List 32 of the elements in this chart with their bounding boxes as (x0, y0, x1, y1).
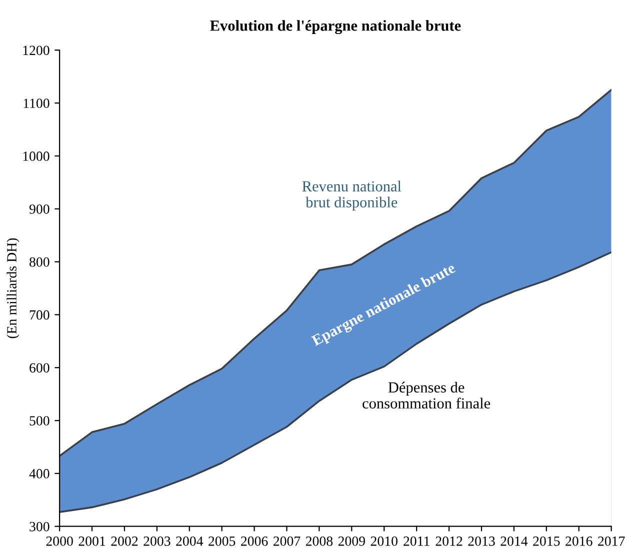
x-tick-label: 2015 (533, 536, 560, 546)
y-tick-label: 700 (30, 310, 50, 320)
x-tick-label: 2004 (176, 536, 204, 546)
x-tick-label: 2010 (370, 536, 398, 546)
x-tick-label: 2014 (500, 536, 528, 546)
series-label: Dépenses de consommation finale (362, 382, 490, 409)
x-tick-label: 2007 (273, 536, 300, 546)
y-tick-label: 900 (29, 204, 50, 214)
y-tick-label: 1100 (24, 98, 50, 108)
x-tick-label: 2017 (598, 536, 625, 546)
y-tick-label: 300 (30, 522, 50, 532)
y-tick-label: 1000 (23, 152, 50, 161)
y-tick-label: 600 (30, 363, 50, 373)
x-tick-label: 2011 (404, 536, 430, 546)
chart-title: Evolution de l'épargne nationale brute (210, 20, 461, 34)
x-tick-label: 2009 (338, 536, 365, 546)
x-tick-label: 2001 (78, 536, 106, 546)
x-tick-label: 2008 (306, 536, 333, 546)
x-tick-label: 2000 (46, 536, 73, 546)
y-tick-label: 400 (29, 469, 50, 478)
y-tick-label: 500 (30, 416, 50, 426)
y-tick-label: 1200 (23, 46, 50, 56)
y-tick-label: 800 (30, 257, 50, 267)
x-tick-label: 2003 (144, 536, 170, 546)
y-axis-title: (En milliards DH) (6, 238, 20, 338)
x-tick-label: 2005 (208, 536, 236, 546)
x-tick-label: 2013 (468, 536, 495, 546)
x-tick-label: 2006 (241, 536, 268, 546)
x-tick-label: 2016 (566, 536, 592, 546)
annotation: Revenu national brut disponible (302, 180, 402, 211)
x-tick-label: 2012 (436, 536, 462, 546)
x-tick-label: 2002 (111, 536, 138, 546)
